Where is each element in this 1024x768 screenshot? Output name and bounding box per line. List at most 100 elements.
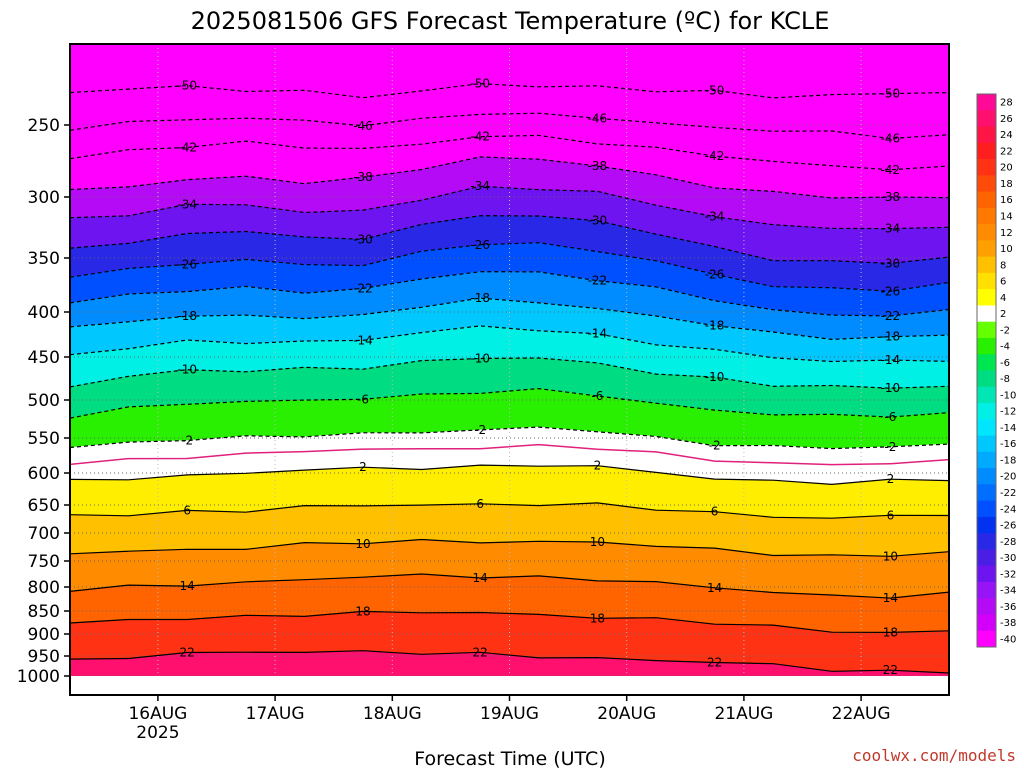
contour-label: -22 (881, 309, 901, 323)
colorbar-label: -16 (1000, 439, 1016, 450)
contour-labels: -50 -50 -50 -50 -46 -46 -46 -42 -42 -42 -42 -38 -38 -… (177, 77, 900, 678)
y-tick-label: 450 (28, 348, 60, 368)
contour-label: -38 (588, 159, 608, 173)
colorbar-swatch (977, 305, 996, 323)
isotherm-line (70, 538, 949, 557)
colorbar-swatch (977, 614, 996, 632)
colorbar-swatch (977, 175, 996, 192)
colorbar-swatch (977, 240, 996, 258)
isotherm-line (70, 573, 949, 599)
colorbar-label: 24 (1000, 130, 1013, 141)
colorbar-swatch (977, 435, 996, 453)
colorbar-label: 8 (1000, 260, 1006, 271)
contour-label: -2 (474, 423, 486, 437)
contour-label: -2 (709, 439, 721, 453)
colorbar-label: -4 (1000, 342, 1010, 353)
contour-label: -6 (357, 392, 369, 406)
colorbar-swatch (977, 516, 996, 534)
y-tick-label: 600 (28, 464, 60, 484)
colorbar-swatch (977, 272, 996, 290)
colorbar-label: -36 (1000, 602, 1016, 613)
colorbar-label: 4 (1000, 293, 1006, 304)
colorbar-swatch (977, 468, 996, 485)
colorbar-label: -14 (1000, 423, 1016, 434)
isotherm-line (70, 134, 949, 171)
contour-label: 14 (707, 581, 722, 595)
contour-label: -6 (884, 410, 896, 424)
contour-label: -14 (353, 333, 373, 347)
colorbar-label: -24 (1000, 504, 1016, 515)
contour-label: 22 (473, 645, 488, 659)
x-tick-label: 17AUG (246, 704, 305, 724)
colorbar-swatch (977, 451, 996, 469)
isotherm-line (70, 215, 949, 265)
colorbar-swatch (977, 321, 996, 339)
contour-label: -50 (177, 79, 197, 93)
contour-label: -10 (705, 370, 725, 384)
colorbar-label: -40 (1000, 634, 1016, 645)
contour-label: -22 (588, 274, 608, 288)
isotherm-line (70, 610, 949, 634)
contour-label: -26 (177, 257, 197, 271)
y-tick-label: 300 (28, 188, 60, 208)
contour-label: -18 (881, 330, 901, 344)
contour-label: 6 (476, 497, 484, 511)
isotherm-line (70, 271, 949, 317)
contour-label: -14 (588, 327, 608, 341)
contour-label: -30 (588, 214, 608, 228)
colorbar-label: -38 (1000, 618, 1016, 629)
isotherm-line (70, 82, 949, 99)
colorbar-label: 22 (1000, 146, 1013, 157)
x-tick-sublabel: 2025 (136, 723, 179, 743)
contour-label: -18 (470, 291, 490, 305)
temperature-bands (70, 44, 949, 676)
colorbar-label: -22 (1000, 488, 1016, 499)
x-axis-label: Forecast Time (UTC) (414, 748, 605, 768)
contour-label: -46 (353, 119, 373, 133)
colorbar-swatch (977, 403, 996, 420)
colorbar-label: 10 (1000, 244, 1013, 255)
y-axis: 250 300 350 400 450 500 550 600 650 700 750 800 850 9… (17, 116, 70, 687)
contour-label: -10 (177, 363, 197, 377)
contour-label: -42 (470, 130, 490, 144)
colorbar-label: -6 (1000, 358, 1010, 369)
colorbar-swatch (977, 386, 996, 404)
y-tick-label: 700 (28, 524, 60, 544)
colorbar-swatch (977, 142, 996, 160)
contour-label: -38 (881, 190, 901, 204)
isotherm-line (70, 464, 949, 486)
contour-label: -34 (470, 179, 490, 193)
contour-label: 22 (707, 656, 722, 670)
colorbar-swatch (977, 565, 996, 583)
credit-link[interactable]: coolwx.com/models (852, 746, 1016, 765)
contour-label: 18 (355, 604, 370, 618)
contour-label: -42 (177, 140, 197, 154)
contour-label: 6 (183, 503, 191, 517)
colorbar-swatch (977, 549, 996, 567)
contour-label: -22 (353, 281, 373, 295)
contour-label: -34 (881, 222, 901, 236)
colorbar-label: 2 (1000, 309, 1006, 320)
y-tick-label: 1000 (17, 667, 60, 687)
x-tick-label: 21AUG (714, 704, 773, 724)
colorbar-label: -2 (1000, 325, 1010, 336)
contour-label: -30 (353, 232, 373, 246)
x-tick-label: 16AUG (128, 704, 187, 724)
y-tick-label: 650 (28, 496, 60, 516)
isotherm-line (70, 242, 949, 292)
contour-label: -46 (588, 111, 608, 125)
contour-label: 18 (883, 625, 898, 639)
y-tick-label: 850 (28, 602, 60, 622)
isotherm-line (70, 185, 949, 230)
isotherm-line (70, 297, 949, 341)
y-tick-label: 400 (28, 303, 60, 323)
contour-label: -50 (881, 87, 901, 101)
contour-label: -18 (705, 319, 725, 333)
y-tick-label: 950 (28, 647, 60, 667)
colorbar-swatch (977, 191, 996, 209)
x-tick-label: 18AUG (363, 704, 422, 724)
y-tick-label: 500 (28, 391, 60, 411)
contour-label: -14 (881, 353, 901, 367)
